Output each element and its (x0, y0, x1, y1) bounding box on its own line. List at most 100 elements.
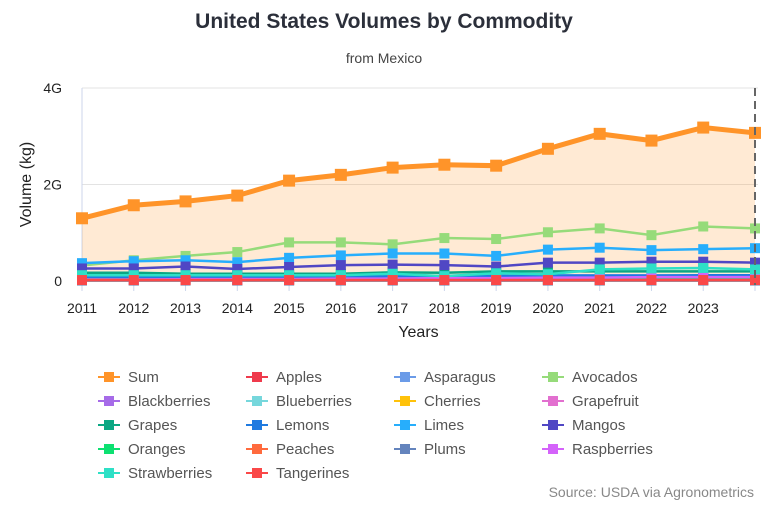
legend-item[interactable]: Blackberries (98, 391, 246, 411)
x-tick-label: 2022 (636, 300, 667, 316)
legend-symbol-icon (246, 396, 268, 406)
data-point (76, 212, 88, 225)
data-point (594, 242, 605, 253)
legend-item[interactable]: Blueberries (246, 391, 394, 411)
data-point (593, 127, 606, 140)
legend-item[interactable]: Sum (98, 367, 246, 387)
data-point (491, 234, 502, 245)
legend-item[interactable]: Plums (394, 439, 542, 459)
series-avocados (77, 221, 760, 271)
data-point (646, 245, 657, 256)
data-point (179, 195, 192, 208)
x-axis-title: Years (398, 324, 438, 341)
legend-symbol-icon (542, 372, 564, 382)
data-point (594, 275, 605, 286)
data-point (284, 262, 295, 273)
legend-label: Avocados (572, 368, 638, 386)
legend-symbol-icon (246, 372, 268, 382)
source-credit: Source: USDA via Agronometrics (548, 484, 754, 500)
data-point (232, 275, 243, 286)
y-tick-label: 2G (43, 177, 62, 193)
chart-subtitle: from Mexico (345, 50, 423, 66)
y-tick-label: 0 (54, 273, 62, 289)
x-tick-label: 2018 (429, 300, 460, 316)
legend-item[interactable]: Grapes (98, 415, 246, 435)
legend-label: Lemons (276, 416, 330, 434)
data-point (698, 262, 709, 273)
data-point (232, 247, 243, 258)
x-tick-label: 2020 (532, 300, 563, 316)
legend-item[interactable]: Tangerines (246, 463, 394, 483)
data-point (77, 263, 87, 274)
legend-label: Limes (424, 416, 465, 434)
legend-item[interactable]: Oranges (98, 439, 246, 459)
data-point (284, 252, 295, 263)
data-point (335, 237, 346, 248)
x-tick-label: 2013 (170, 300, 201, 316)
legend-item[interactable]: Peaches (246, 439, 394, 459)
legend-label: Sum (128, 368, 159, 386)
legend-symbol-icon (394, 372, 416, 382)
data-point (697, 121, 710, 134)
data-point (750, 264, 760, 275)
data-point (439, 260, 450, 271)
data-point (698, 275, 709, 286)
data-point (542, 244, 553, 255)
data-point (646, 230, 657, 241)
data-point (542, 257, 553, 268)
data-point (232, 263, 243, 274)
legend-item[interactable]: Grapefruit (542, 391, 690, 411)
legend-label: Cherries (424, 392, 481, 410)
legend-label: Strawberries (128, 464, 213, 482)
legend-item[interactable]: Lemons (246, 415, 394, 435)
legend-item[interactable]: Strawberries (98, 463, 246, 483)
data-point (334, 168, 347, 181)
legend-symbol-icon (246, 444, 268, 454)
data-point (231, 189, 244, 202)
data-point (698, 221, 709, 232)
sum-area (82, 127, 755, 281)
data-point (439, 233, 450, 244)
data-point (128, 275, 139, 286)
data-point (180, 261, 191, 272)
data-point (698, 256, 709, 267)
plot-area: 0 2G 4G 2011 2012 2013 2014 2015 2016 2017 2018 201… (18, 80, 761, 341)
legend-item[interactable]: Apples (246, 367, 394, 387)
data-point (387, 268, 398, 279)
data-point (77, 275, 87, 286)
legend-label: Blackberries (128, 392, 211, 410)
legend-symbol-icon (98, 468, 120, 478)
data-point (180, 275, 191, 286)
data-point (542, 269, 553, 280)
data-point (180, 255, 191, 266)
x-tick-label: 2019 (481, 300, 512, 316)
legend-label: Blueberries (276, 392, 352, 410)
series-line (81, 225, 756, 267)
legend-label: Apples (276, 368, 322, 386)
x-tick-label: 2021 (584, 300, 615, 316)
legend-item[interactable]: Limes (394, 415, 542, 435)
legend-item[interactable]: Avocados (542, 367, 690, 387)
legend-symbol-icon (246, 420, 268, 430)
data-point (77, 258, 87, 269)
legend-item[interactable]: Asparagus (394, 367, 542, 387)
legend-symbol-icon (98, 420, 120, 430)
data-point (542, 227, 553, 238)
legend-item[interactable]: Cherries (394, 391, 542, 411)
x-tick-label: 2016 (325, 300, 356, 316)
data-point (387, 275, 398, 286)
data-point (594, 257, 605, 268)
data-point (387, 248, 398, 259)
legend-item[interactable]: Mangos (542, 415, 690, 435)
legend-symbol-icon (394, 420, 416, 430)
legend-symbol-icon (542, 396, 564, 406)
legend-symbol-icon (542, 444, 564, 454)
x-tick-label: 2012 (118, 300, 149, 316)
legend-label: Grapes (128, 416, 178, 434)
legend-symbol-icon (98, 444, 120, 454)
data-point (750, 223, 760, 234)
data-point (284, 237, 295, 248)
data-point (387, 239, 398, 250)
legend-item[interactable]: Raspberries (542, 439, 690, 459)
